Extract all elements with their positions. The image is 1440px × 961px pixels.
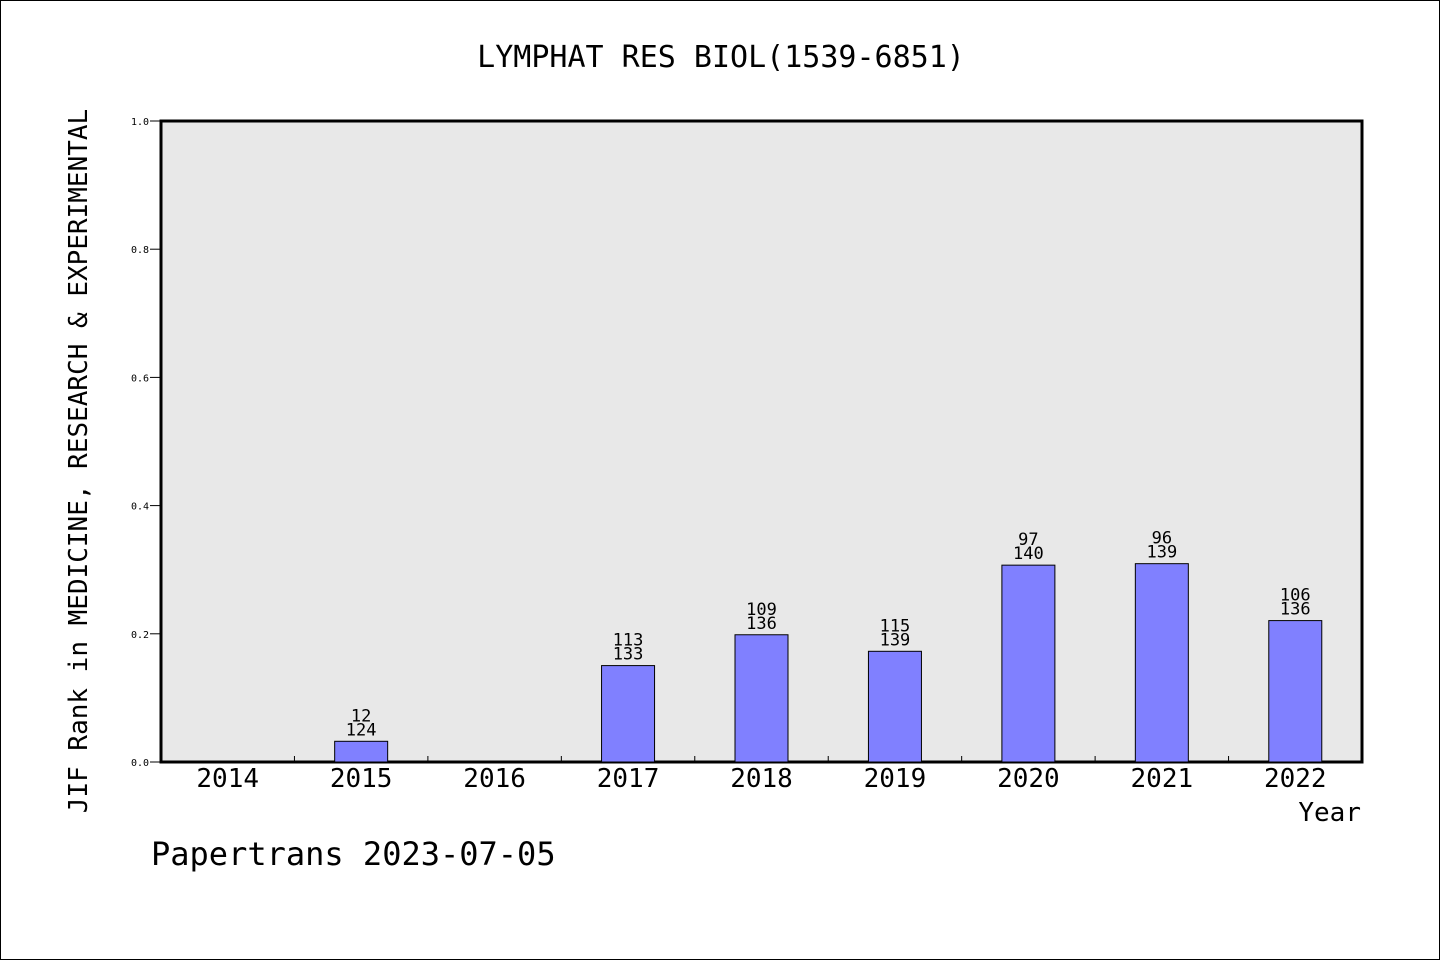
bar-2020 (1001, 564, 1056, 763)
chart-title: LYMPHAT RES BIOL(1539-6851) (477, 40, 965, 75)
bar-rank-label: 113 (613, 631, 644, 651)
bar-total-label: 124 (346, 720, 377, 740)
y-axis-ticks: 0.0 0.2 0.4 0.6 0.8 1.0 (131, 117, 161, 769)
y-tick-label: 0.0 (131, 758, 149, 769)
y-tick-label: 0.4 (131, 502, 149, 513)
bar-2022 (1268, 620, 1323, 763)
x-tick-label: 2021 (1131, 764, 1194, 794)
x-tick-label: 2022 (1264, 764, 1327, 794)
bar-2019 (867, 650, 922, 763)
bar-total-label: 139 (1146, 543, 1177, 563)
bar-total-label: 140 (1013, 544, 1044, 564)
bar-rank-label: 109 (746, 600, 777, 620)
x-tick-label: 2016 (463, 764, 526, 794)
x-tick-label: 2020 (997, 764, 1060, 794)
y-axis-label: JIF Rank in MEDICINE, RESEARCH & EXPERIM… (64, 109, 94, 813)
bar-2017 (601, 665, 656, 763)
bar-total-label: 133 (613, 645, 644, 665)
bar-rank-label: 97 (1018, 530, 1038, 550)
bar-rank-label: 12 (351, 706, 371, 726)
footer-text: Papertrans 2023-07-05 (151, 835, 556, 873)
bar-2018 (734, 634, 789, 763)
bar-rank-label: 115 (880, 616, 911, 636)
bar-2021 (1134, 563, 1189, 763)
x-tick-label: 2017 (597, 764, 660, 794)
y-tick-label: 0.8 (131, 245, 149, 256)
y-tick-label: 1.0 (131, 117, 149, 128)
bar-total-label: 136 (1280, 600, 1311, 620)
bar-rank-label: 96 (1152, 529, 1172, 549)
bar-rank-label: 106 (1280, 586, 1311, 606)
x-tick-label: 2015 (330, 764, 393, 794)
y-tick-label: 0.2 (131, 630, 149, 641)
bar-total-label: 136 (746, 614, 777, 634)
x-tick-label: 2019 (864, 764, 927, 794)
y-tick-label: 0.6 (131, 373, 149, 384)
bar-total-label: 139 (880, 630, 911, 650)
x-tick-label: 2014 (196, 764, 259, 794)
x-axis-label: Year (1298, 798, 1361, 828)
x-tick-label: 2018 (730, 764, 793, 794)
x-axis-ticks: 2014 2015 2016 2017 2018 2019 2020 2021 2022 (196, 756, 1327, 794)
bar-2015 (334, 740, 389, 763)
